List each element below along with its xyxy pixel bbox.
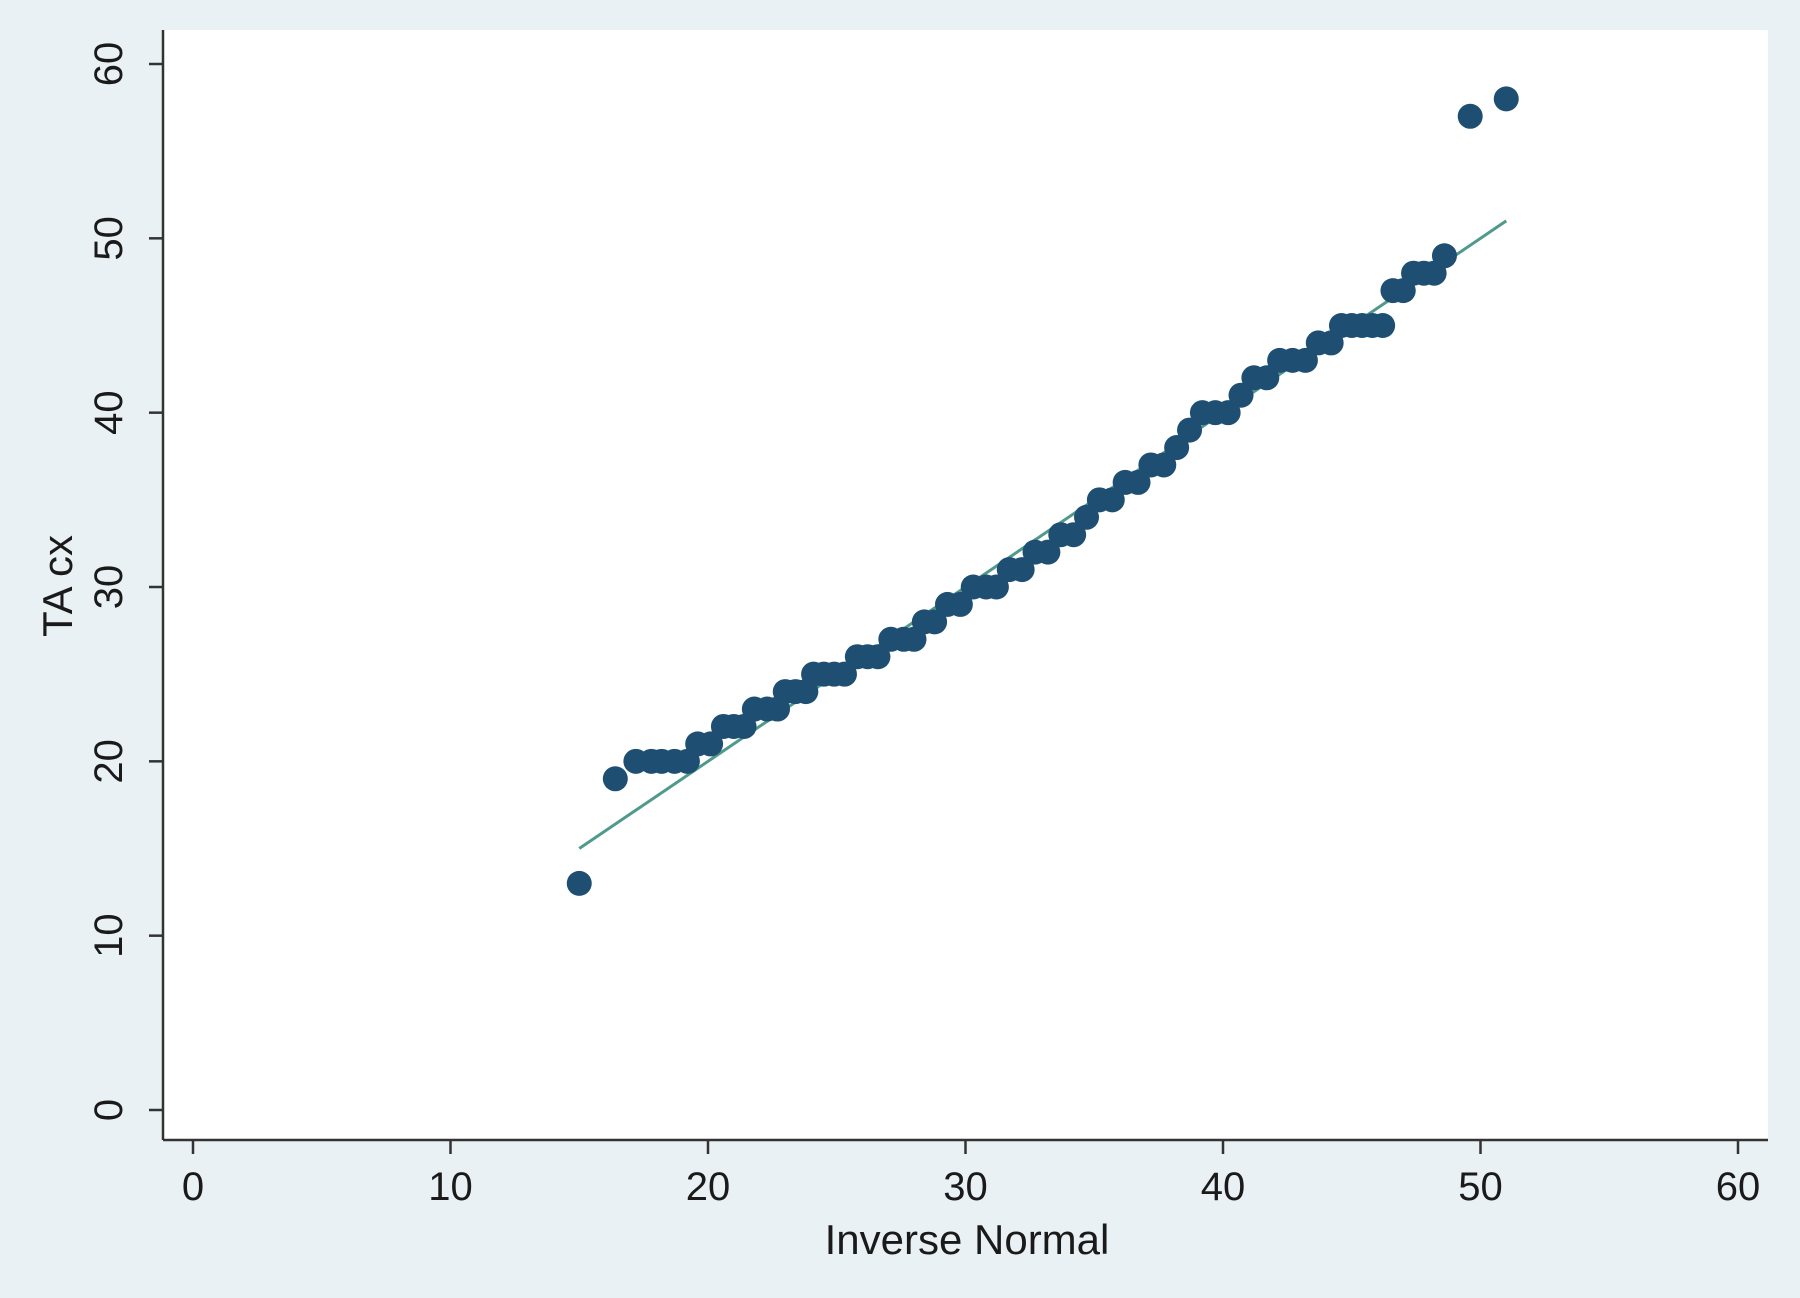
x-axis-ticks: 0 10 20 30 40 50 60 xyxy=(182,1140,1760,1209)
x-tick-label: 50 xyxy=(1458,1165,1503,1209)
data-point xyxy=(947,591,973,617)
x-tick-label: 20 xyxy=(686,1165,731,1209)
x-tick-label: 30 xyxy=(943,1165,988,1209)
y-tick-label: 30 xyxy=(87,565,131,610)
data-point xyxy=(1151,452,1177,478)
data-point xyxy=(831,661,857,687)
y-tick-label: 50 xyxy=(87,216,131,260)
data-point xyxy=(566,870,592,896)
x-tick-label: 10 xyxy=(428,1165,473,1209)
data-point xyxy=(983,574,1009,600)
y-axis-ticks: 0 10 20 30 40 50 60 xyxy=(87,42,163,1121)
data-point xyxy=(1009,557,1035,583)
data-point xyxy=(1125,469,1151,495)
data-point xyxy=(1228,382,1254,408)
data-point xyxy=(1099,487,1125,513)
x-axis-title: Inverse Normal xyxy=(825,1216,1110,1263)
data-point xyxy=(698,731,724,757)
data-point xyxy=(1254,365,1280,391)
y-tick-label: 40 xyxy=(87,390,131,435)
data-point xyxy=(1215,400,1241,426)
data-point xyxy=(1035,539,1061,565)
data-point xyxy=(865,644,891,670)
data-point xyxy=(922,609,948,635)
data-point xyxy=(602,766,628,792)
x-tick-label: 40 xyxy=(1201,1165,1246,1209)
x-tick-label: 0 xyxy=(182,1165,204,1209)
data-point xyxy=(1292,347,1318,373)
y-tick-label: 20 xyxy=(87,739,131,784)
data-point xyxy=(1164,435,1190,461)
data-point xyxy=(1074,504,1100,530)
data-point xyxy=(1457,103,1483,129)
x-tick-label: 60 xyxy=(1716,1165,1761,1209)
data-point xyxy=(1177,417,1203,443)
points-layer xyxy=(566,86,1519,896)
y-tick-label: 60 xyxy=(87,42,131,87)
data-point xyxy=(1431,243,1457,269)
y-axis-title: TA cx xyxy=(34,535,81,637)
y-tick-label: 0 xyxy=(87,1099,131,1121)
data-point xyxy=(1493,86,1519,112)
y-tick-label: 10 xyxy=(87,913,131,958)
data-point xyxy=(1370,313,1396,338)
data-point xyxy=(1061,522,1087,548)
